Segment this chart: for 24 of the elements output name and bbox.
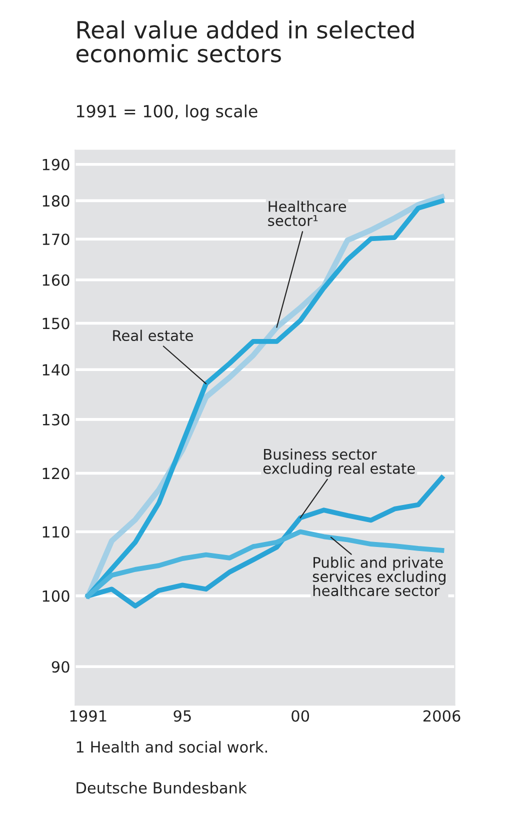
chart-title: Real value added in selected economic sectors [76,20,414,62]
y-tick-label: 190 [42,158,70,170]
y-tick-label: 180 [42,195,70,207]
x-tick-label: 2006 [423,710,460,722]
y-tick-label: 90 [52,661,70,673]
y-tick-label: 170 [42,234,70,246]
y-tick-label: 150 [42,318,70,330]
series-label: Business sector excluding real estate [263,448,415,477]
text: Deutsche Bundesbank [76,782,247,794]
series-label: Public and private services excluding healthcare sector [312,556,446,596]
y-tick-label: 120 [42,468,70,480]
chart-subtitle: 1991 = 100, log scale [77,104,258,121]
y-tick-label: 160 [42,274,70,286]
y-tick-label: 110 [42,526,70,538]
text: 1 Health and social work. [76,740,267,753]
x-tick-label: 1991 [70,710,106,722]
y-tick-label: 100 [42,590,70,602]
line-series [86,529,444,598]
y-tick-label: 130 [42,414,70,426]
x-tick-label: 95 [174,710,191,722]
text: Real estate [113,330,193,342]
x-tick-label: 00 [292,710,310,722]
series-label: Healthcare sector¹ [268,200,346,226]
y-tick-label: 140 [42,364,70,376]
